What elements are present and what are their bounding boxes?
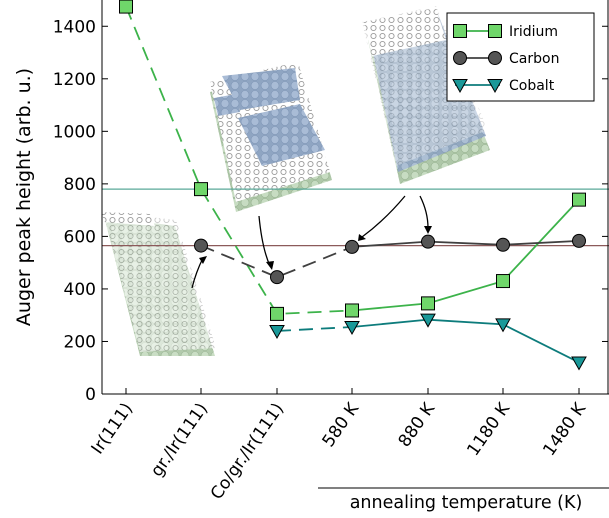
- carbon-marker: [421, 234, 435, 249]
- legend-marker-cobalt: [487, 79, 503, 94]
- y-tick-label: 1400: [53, 17, 96, 37]
- series-iridium: [119, 0, 586, 321]
- series-cobalt: [269, 313, 587, 371]
- y-ticks: 0 200 400 600 800 1000 1200 1400: [53, 17, 608, 405]
- legend-marker-carbon: [453, 51, 467, 65]
- series-carbon: [194, 233, 586, 285]
- cobalt-line-solid: [351, 318, 580, 364]
- legend-marker-carbon: [488, 51, 502, 65]
- cobalt-marker: [269, 324, 285, 339]
- y-axis-label: Auger peak height (arb. u.): [13, 68, 35, 326]
- y-tick-label: 0: [85, 385, 96, 405]
- iridium-marker: [345, 303, 359, 318]
- y-tick-label: 1200: [53, 70, 96, 90]
- legend-label-carbon: Carbon: [509, 51, 559, 67]
- carbon-marker: [345, 239, 359, 254]
- iridium-marker: [496, 274, 510, 289]
- legend-marker-iridium: [488, 24, 502, 38]
- arrow-to-co-gr: [258, 215, 271, 267]
- arrow-to-880k: [419, 195, 429, 229]
- y-tick-label: 200: [64, 332, 96, 352]
- iridium-marker: [572, 192, 586, 207]
- cobalt-line-dashed: [276, 326, 353, 332]
- iridium-marker: [421, 296, 435, 311]
- legend-marker-iridium: [453, 24, 467, 38]
- x-tick-label: 880 K: [395, 399, 440, 451]
- iridium-line-dashed: [125, 6, 353, 315]
- graphene-on-iridium-illustration: [102, 212, 216, 356]
- arrow-head-gr-ir: [199, 256, 207, 264]
- carbon-line-dashed: [200, 244, 353, 279]
- iridium-marker: [194, 182, 208, 197]
- intercalated-cobalt-layer-illustration: [362, 6, 490, 184]
- x-ticks: Ir(111) gr./Ir(111)Co/gr./Ir(111) 580 K 880…: [88, 388, 591, 503]
- legend: Iridium Carbon Cobalt: [446, 12, 595, 102]
- carbon-marker: [572, 233, 586, 248]
- x-tick-label: 1480 K: [539, 399, 590, 460]
- carbon-marker: [194, 238, 208, 253]
- legend-label-cobalt: Cobalt: [509, 78, 555, 94]
- x-tick-label: 1180 K: [463, 399, 514, 460]
- iridium-line-solid: [351, 199, 580, 312]
- iridium-marker: [119, 0, 133, 14]
- y-tick-label: 600: [64, 227, 96, 247]
- y-tick-label: 400: [64, 280, 96, 300]
- x-tick-label: 580 K: [319, 399, 364, 451]
- arrow-head-880k: [424, 226, 432, 234]
- x-tick-label: Co/gr./Ir(111): [207, 399, 288, 503]
- axes: [101, 0, 609, 395]
- legend-marker-cobalt: [452, 79, 468, 94]
- annotation-arrows: [191, 195, 432, 289]
- y-tick-label: 1000: [53, 122, 96, 142]
- carbon-marker: [496, 237, 510, 252]
- cobalt-marker: [344, 321, 360, 336]
- arrow-to-580k: [361, 195, 406, 238]
- cobalt-marker: [495, 318, 511, 333]
- x-tick-label: gr./Ir(111): [147, 399, 212, 480]
- arrow-to-gr-ir: [191, 257, 204, 289]
- annealing-temperature-label: annealing temperature (K): [350, 493, 583, 513]
- cobalt-marker: [420, 313, 436, 328]
- carbon-marker: [270, 270, 284, 285]
- cobalt-marker: [571, 356, 587, 371]
- cobalt-islands-on-graphene-illustration: [210, 62, 332, 212]
- arrow-head-580k: [358, 234, 366, 241]
- y-tick-label: 800: [64, 175, 96, 195]
- series-layer: [119, 0, 587, 371]
- carbon-line-solid: [351, 239, 580, 248]
- legend-label-iridium: Iridium: [509, 24, 558, 40]
- x-tick-label: Ir(111): [88, 399, 137, 458]
- iridium-marker: [270, 306, 284, 321]
- arrow-head-co-gr: [266, 261, 274, 270]
- legend-box: [446, 12, 595, 102]
